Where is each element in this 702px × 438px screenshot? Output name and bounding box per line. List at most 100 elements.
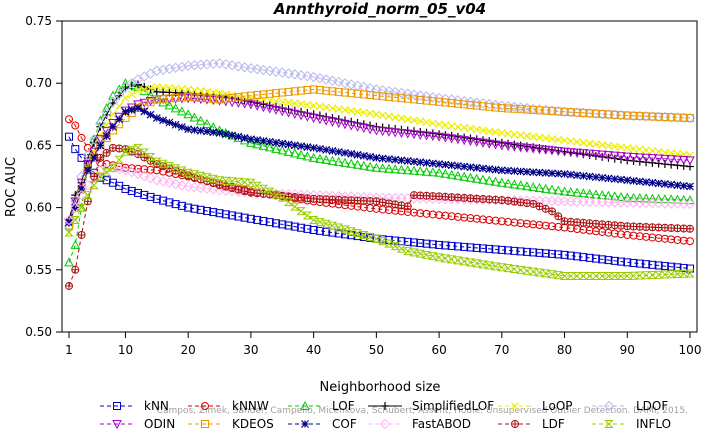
data-point [673, 161, 682, 170]
data-point [113, 163, 125, 175]
data-point [239, 62, 250, 73]
data-point [333, 156, 344, 166]
data-point [604, 256, 613, 265]
data-point [297, 223, 306, 232]
data-point [641, 153, 651, 163]
x-tick-label: 10 [118, 343, 133, 357]
data-point [77, 230, 86, 239]
data-point [497, 104, 506, 113]
data-point [522, 219, 531, 228]
data-point [272, 89, 280, 98]
data-point [648, 260, 657, 269]
data-point [459, 257, 469, 266]
data-point [366, 109, 375, 118]
data-point [271, 105, 281, 115]
data-point [416, 209, 425, 218]
data-point [623, 258, 632, 267]
data-point [510, 130, 519, 139]
data-point [435, 211, 444, 220]
data-point [347, 89, 356, 98]
data-point [522, 199, 531, 208]
legend-item-ldof: LDOF [592, 399, 668, 413]
data-point [314, 73, 326, 84]
legend-marker [511, 402, 519, 410]
data-point [603, 272, 614, 281]
data-point [496, 177, 507, 187]
series-line-ldof [68, 62, 691, 227]
data-point [686, 151, 694, 160]
data-point [221, 130, 230, 139]
data-point [554, 135, 563, 144]
data-point [159, 83, 168, 92]
data-point [516, 219, 525, 228]
data-point [628, 192, 639, 202]
data-point [82, 180, 94, 191]
data-point [403, 94, 412, 103]
data-point [290, 99, 299, 108]
data-point [428, 210, 437, 219]
data-point [529, 248, 538, 257]
data-point [113, 89, 125, 100]
data-point [295, 70, 307, 81]
data-point [491, 245, 500, 254]
data-point [152, 83, 161, 91]
data-point [83, 166, 92, 175]
data-point [308, 216, 319, 225]
data-point [579, 138, 588, 147]
data-point [660, 234, 669, 243]
data-point [391, 93, 400, 102]
data-point [371, 84, 382, 95]
data-point [472, 214, 481, 223]
data-point [465, 258, 476, 267]
data-point [403, 202, 412, 211]
data-point [534, 268, 545, 277]
data-point [667, 113, 676, 122]
data-point [641, 271, 651, 280]
data-point [309, 225, 318, 234]
data-point [120, 81, 131, 93]
data-point [635, 145, 644, 154]
data-point [233, 61, 244, 72]
x-axis-label: Neighborhood size [320, 380, 441, 395]
x-tick-label: 80 [557, 343, 572, 357]
data-point [139, 170, 150, 182]
data-point [284, 221, 293, 230]
x-tick-label: 40 [306, 343, 321, 357]
data-point [522, 143, 532, 153]
data-point [504, 166, 513, 175]
data-point [598, 173, 607, 182]
data-point [485, 102, 494, 111]
data-point [578, 149, 589, 159]
data-point [604, 174, 613, 183]
data-point [667, 235, 676, 244]
data-point [541, 134, 550, 143]
data-point [89, 147, 99, 157]
data-point [65, 115, 73, 124]
data-point [616, 272, 626, 281]
data-point [497, 217, 506, 226]
data-point [635, 177, 644, 186]
data-point [391, 113, 400, 122]
data-point [359, 151, 368, 160]
data-point [270, 66, 282, 77]
data-point [504, 246, 513, 255]
data-point [327, 75, 338, 86]
data-point [484, 175, 495, 185]
data-point [453, 99, 462, 108]
data-point [157, 64, 169, 75]
data-point [95, 172, 106, 181]
data-point [610, 256, 619, 265]
data-point [504, 129, 513, 138]
data-point [453, 122, 462, 131]
x-tick-label: 50 [369, 343, 384, 357]
x-tick-label: 30 [243, 343, 258, 357]
data-point [134, 104, 142, 113]
data-point [554, 107, 563, 116]
data-point [297, 142, 306, 151]
data-point [165, 94, 174, 103]
data-point [346, 227, 356, 236]
data-point [460, 123, 469, 132]
data-point [265, 187, 275, 196]
data-point [422, 239, 431, 248]
data-point [352, 159, 363, 169]
